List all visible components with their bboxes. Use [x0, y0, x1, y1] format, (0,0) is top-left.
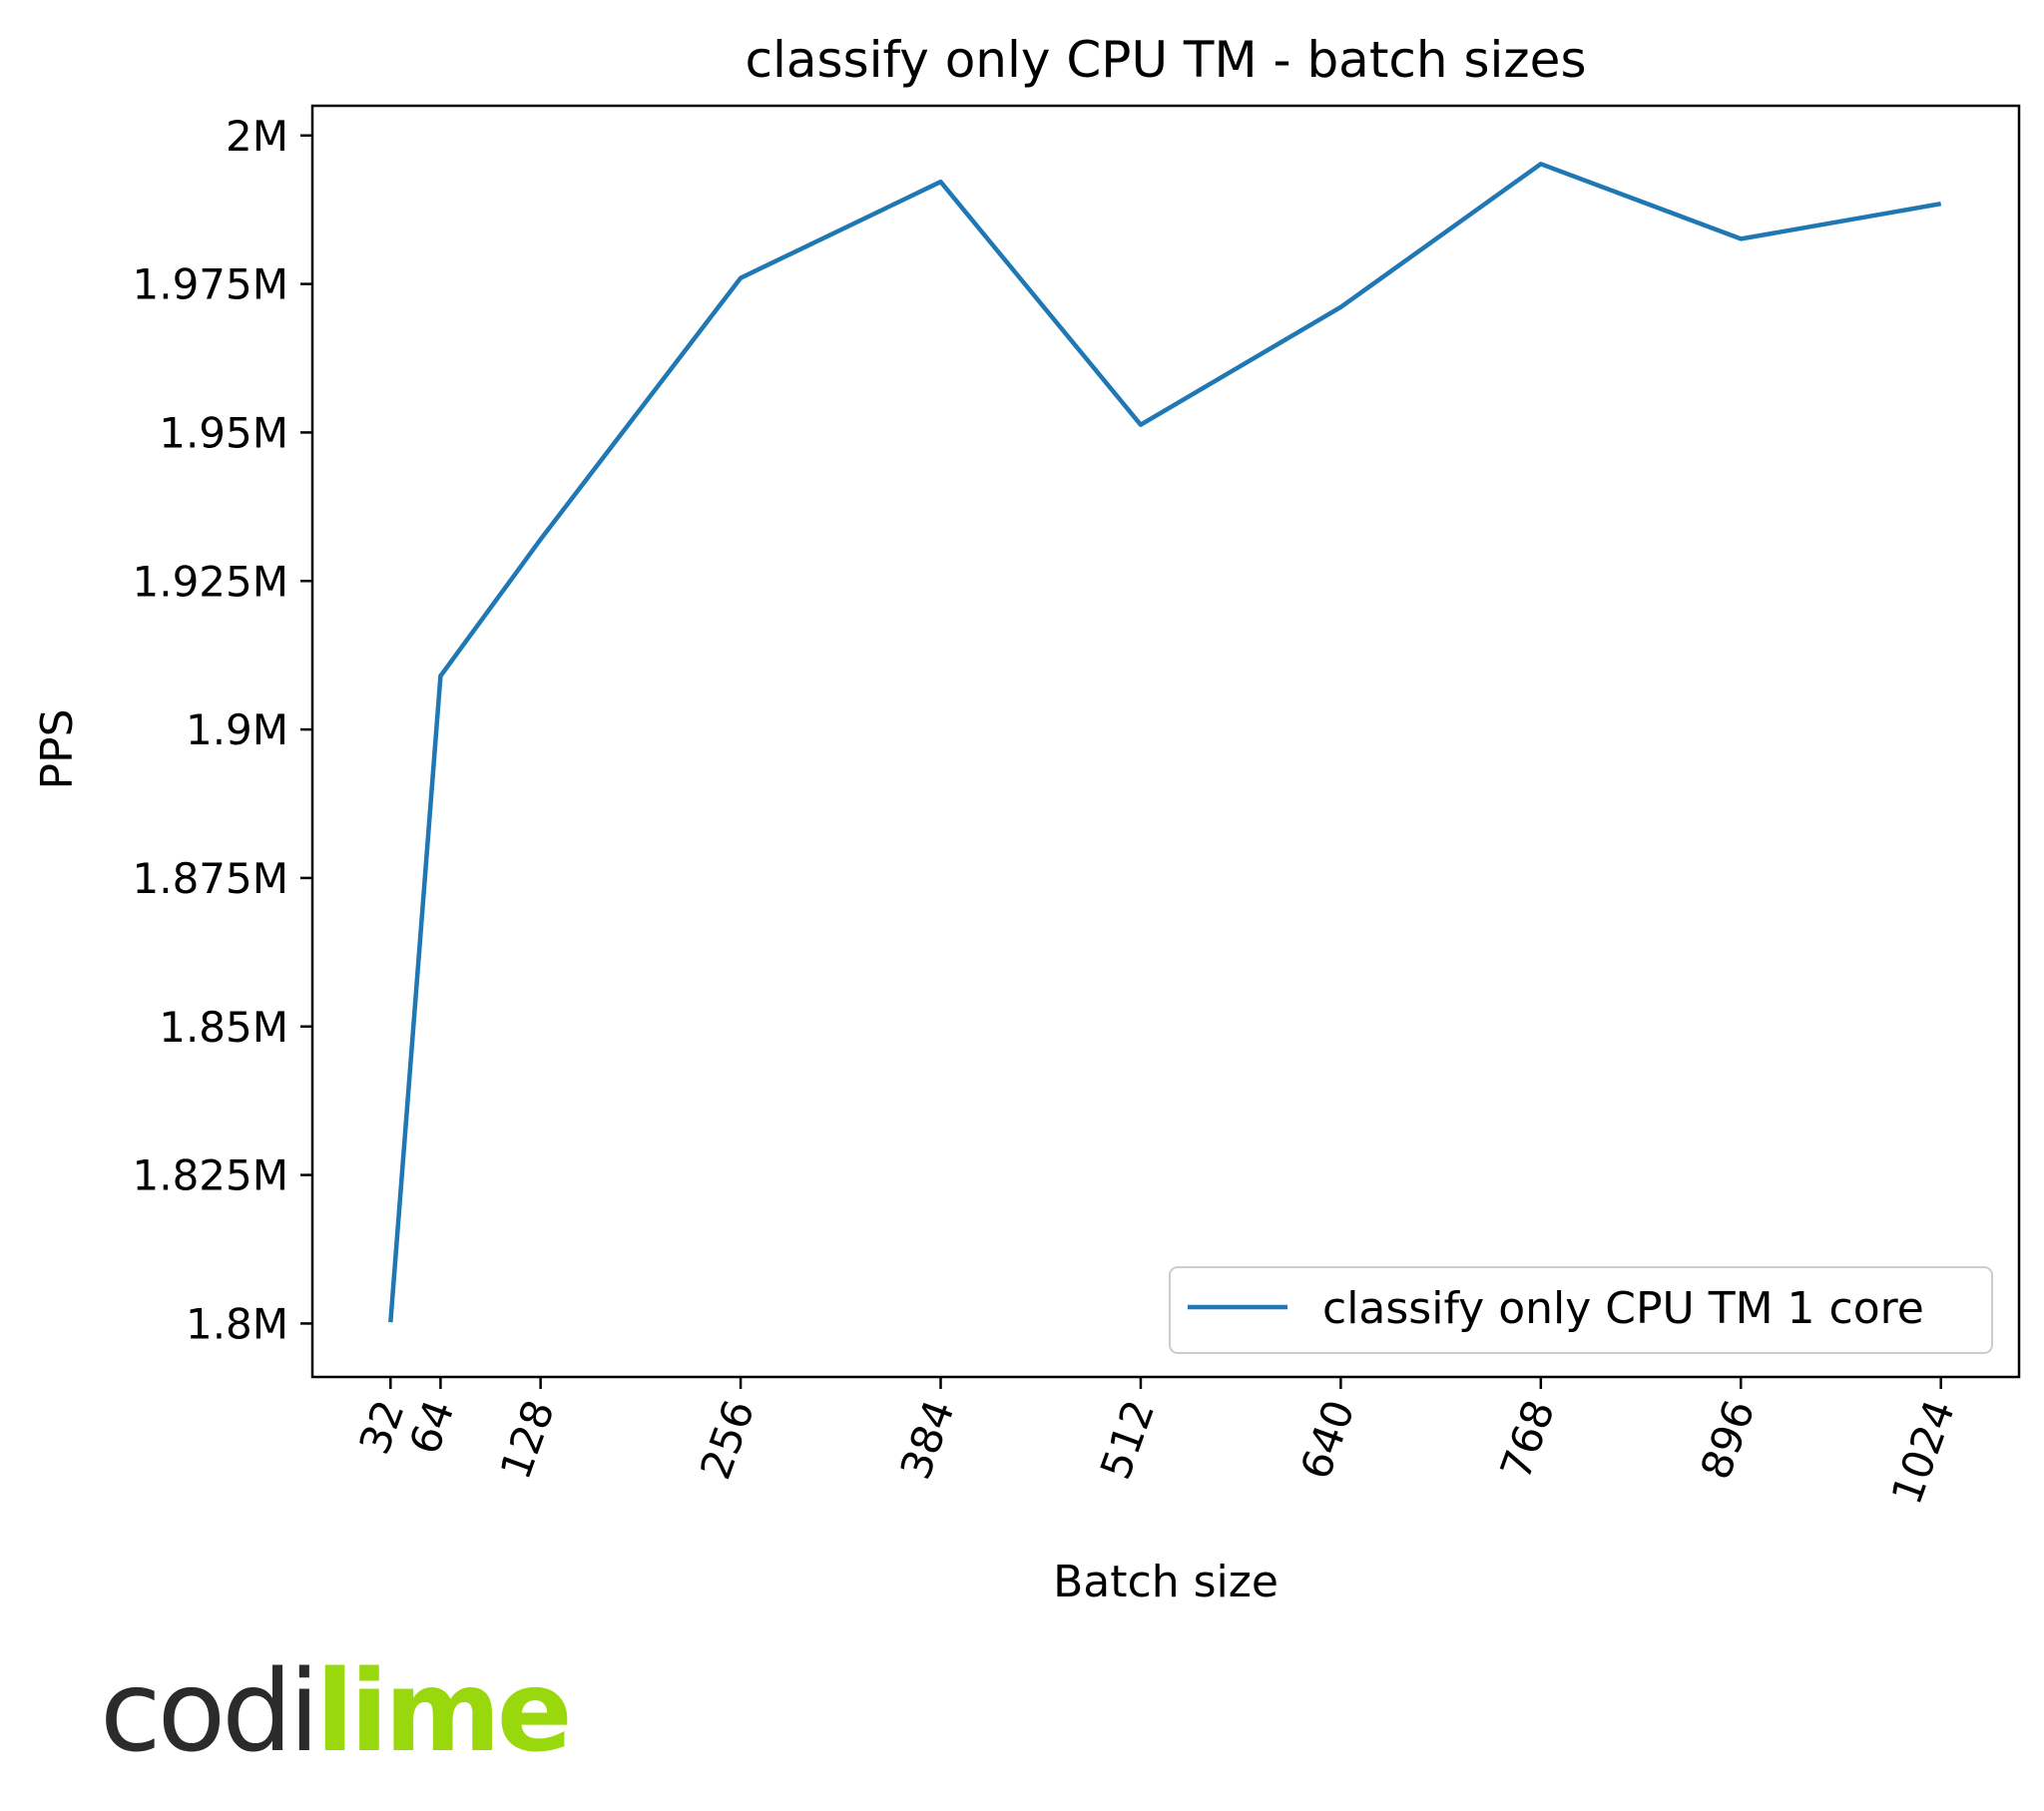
x-tick-label: 896 [1691, 1394, 1764, 1486]
line-chart: classify only CPU TM - batch sizes 1.8M1… [32, 31, 2021, 1607]
x-tick-label: 384 [890, 1394, 963, 1486]
plot-area-frame [310, 104, 2021, 1379]
series-line [388, 162, 1942, 1323]
y-tick-label: 1.925M [133, 557, 288, 606]
y-tick-label: 1.85M [159, 1003, 288, 1052]
y-tick-label: 1.975M [133, 260, 288, 309]
y-axis-ticks: 1.8M 1.825M 1.85M 1.875M 1.9M 1.925M 1.95M 1.97… [133, 112, 312, 1348]
y-tick-label: 2M [226, 112, 288, 161]
legend-box [1169, 1266, 1993, 1354]
chart-title: classify only CPU TM - batch sizes [746, 31, 1587, 89]
logo-text-green: lime [315, 1647, 572, 1777]
legend: classify only CPU TM 1 core [1169, 1266, 1993, 1354]
x-tick-label: 512 [1091, 1394, 1164, 1486]
y-tick-label: 1.9M [186, 705, 288, 754]
x-axis-label: Batch size [1053, 1557, 1278, 1607]
x-tick-label: 768 [1491, 1394, 1564, 1486]
codilime-logo: codilime [100, 1656, 573, 1768]
x-tick-label: 256 [691, 1394, 764, 1486]
logo-text-dark: codi [100, 1647, 319, 1777]
x-tick-label: 32 [349, 1394, 413, 1461]
y-tick-label: 1.825M [133, 1151, 288, 1200]
x-tick-label: 128 [491, 1394, 564, 1486]
y-tick-label: 1.95M [159, 408, 288, 457]
y-axis-label: PPS [32, 709, 83, 790]
x-tick-label: 640 [1290, 1394, 1363, 1486]
y-tick-label: 1.8M [186, 1299, 288, 1348]
legend-label: classify only CPU TM 1 core [1322, 1283, 1924, 1334]
x-tick-label: 64 [399, 1394, 463, 1461]
y-tick-label: 1.875M [133, 854, 288, 903]
x-tick-label: 1024 [1881, 1394, 1964, 1511]
